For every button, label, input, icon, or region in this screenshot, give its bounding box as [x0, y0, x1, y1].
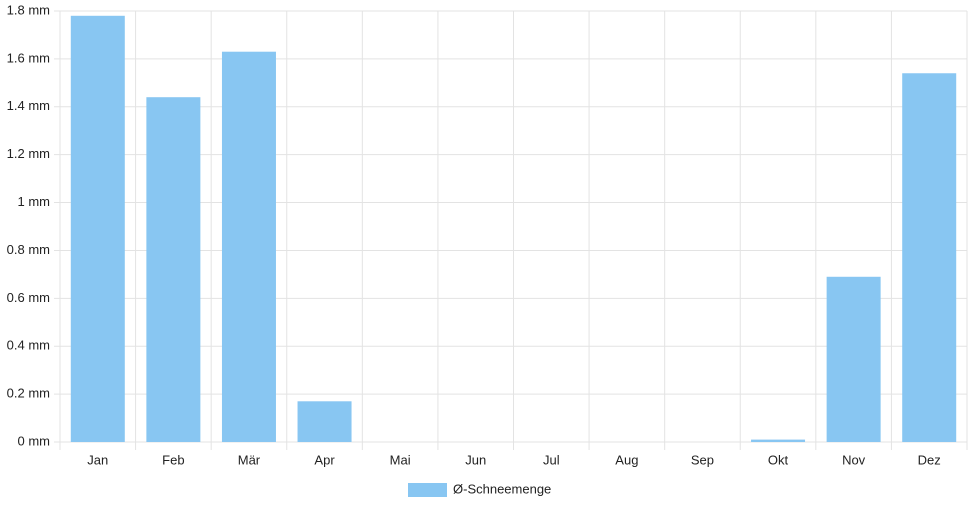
- bar: [826, 276, 881, 442]
- x-tick-label: Nov: [842, 452, 866, 467]
- x-tick-label: Dez: [918, 452, 941, 467]
- y-tick-label: 0.8 mm: [7, 242, 50, 257]
- x-tick-label: Jun: [465, 452, 486, 467]
- bar: [297, 401, 352, 442]
- y-tick-label: 1.4 mm: [7, 98, 50, 113]
- x-tick-label: Mai: [390, 452, 411, 467]
- bar: [751, 439, 806, 442]
- y-tick-label: 0.6 mm: [7, 290, 50, 305]
- x-tick-label: Mär: [238, 452, 261, 467]
- y-tick-label: 0.4 mm: [7, 338, 50, 353]
- x-tick-label: Apr: [314, 452, 335, 467]
- x-tick-label: Feb: [162, 452, 184, 467]
- bar: [146, 97, 201, 442]
- y-tick-label: 0 mm: [18, 433, 51, 448]
- y-tick-label: 1.2 mm: [7, 146, 50, 161]
- bar: [902, 73, 957, 442]
- y-tick-label: 0.2 mm: [7, 386, 50, 401]
- y-tick-label: 1.8 mm: [7, 2, 50, 17]
- bar: [70, 15, 125, 443]
- x-tick-label: Jan: [87, 452, 108, 467]
- legend-swatch: [408, 483, 447, 497]
- y-tick-label: 1 mm: [18, 194, 51, 209]
- x-tick-label: Sep: [691, 452, 714, 467]
- bar: [221, 51, 276, 442]
- x-tick-label: Jul: [543, 452, 560, 467]
- y-tick-label: 1.6 mm: [7, 50, 50, 65]
- x-tick-label: Aug: [615, 452, 638, 467]
- legend-label: Ø-Schneemenge: [453, 481, 551, 496]
- x-tick-label: Okt: [768, 452, 789, 467]
